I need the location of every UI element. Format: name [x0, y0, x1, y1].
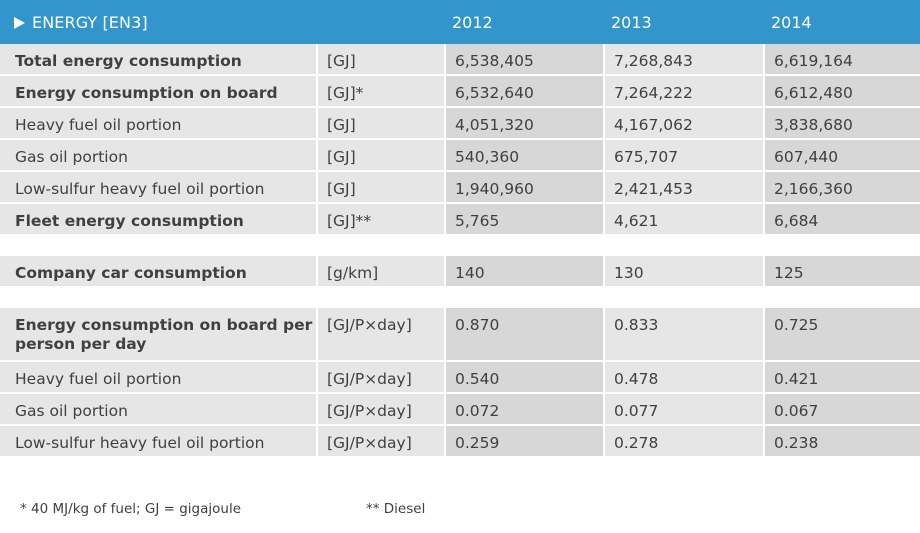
row-unit: [GJ/P×day] [316, 362, 444, 394]
footnote-diesel: ** Diesel [366, 501, 426, 517]
table-title: ENERGY [EN3] [0, 0, 444, 44]
table-row: Heavy fuel oil portion [GJ/P×day] 0.540 0.4… [0, 362, 920, 394]
value-cell-2013: 0.478 [603, 362, 763, 394]
value-cell-2012: 6,538,405 [444, 44, 603, 76]
value-cell-2013: 4,167,062 [603, 108, 763, 140]
row-label: Low-sulfur heavy fuel oil portion [0, 172, 316, 204]
row-unit: [GJ] [316, 44, 444, 76]
spacer-cell [0, 288, 920, 308]
row-label: Total energy consumption [0, 44, 316, 76]
value-cell-2012: 140 [444, 256, 603, 288]
row-label: Heavy fuel oil portion [0, 108, 316, 140]
row-label: Heavy fuel oil portion [0, 362, 316, 394]
value-cell-2012: 5,765 [444, 204, 603, 236]
row-unit: [GJ/P×day] [316, 426, 444, 458]
row-label: Low-sulfur heavy fuel oil portion [0, 426, 316, 458]
row-unit: [GJ/P×day] [316, 394, 444, 426]
table-body: Total energy consumption [GJ] 6,538,405 7,2… [0, 44, 920, 458]
row-label: Company car consumption [0, 256, 316, 288]
value-cell-2014: 2,166,360 [763, 172, 920, 204]
row-label: Energy consumption on board per person p… [0, 308, 316, 362]
value-cell-2014: 125 [763, 256, 920, 288]
value-cell-2014: 6,612,480 [763, 76, 920, 108]
row-label: Gas oil portion [0, 140, 316, 172]
value-cell-2014: 0.238 [763, 426, 920, 458]
value-cell-2014: 0.067 [763, 394, 920, 426]
value-cell-2013: 130 [603, 256, 763, 288]
row-unit: [g/km] [316, 256, 444, 288]
value-cell-2012: 540,360 [444, 140, 603, 172]
row-unit: [GJ] [316, 172, 444, 204]
value-cell-2013: 7,264,222 [603, 76, 763, 108]
row-unit: [GJ] [316, 108, 444, 140]
footnotes: * 40 MJ/kg of fuel; GJ = gigajoule ** Di… [20, 501, 425, 517]
value-cell-2013: 0.077 [603, 394, 763, 426]
table-row: Low-sulfur heavy fuel oil portion [GJ] 1,9… [0, 172, 920, 204]
value-cell-2012: 0.072 [444, 394, 603, 426]
value-cell-2013: 675,707 [603, 140, 763, 172]
value-cell-2014: 6,684 [763, 204, 920, 236]
table-row: Company car consumption [g/km] 140 130 125 [0, 256, 920, 288]
table-row: Total energy consumption [GJ] 6,538,405 7,2… [0, 44, 920, 76]
row-unit: [GJ]* [316, 76, 444, 108]
value-cell-2014: 0.725 [763, 308, 920, 362]
table-row: Gas oil portion [GJ] 540,360 675,707 607,440 [0, 140, 920, 172]
value-cell-2012: 6,532,640 [444, 76, 603, 108]
table-header: ENERGY [EN3] 2012 2013 2014 [0, 0, 920, 44]
row-unit: [GJ/P×day] [316, 308, 444, 362]
value-cell-2014: 3,838,680 [763, 108, 920, 140]
spacer-cell [0, 236, 920, 256]
value-cell-2014: 6,619,164 [763, 44, 920, 76]
value-cell-2012: 0.259 [444, 426, 603, 458]
table-title-text: ENERGY [EN3] [32, 12, 148, 32]
row-label: Energy consumption on board [0, 76, 316, 108]
value-cell-2014: 0.421 [763, 362, 920, 394]
table-row: Energy consumption on board [GJ]* 6,532,64… [0, 76, 920, 108]
value-cell-2012: 0.540 [444, 362, 603, 394]
value-cell-2013: 0.278 [603, 426, 763, 458]
group-spacer [0, 236, 920, 256]
row-unit: [GJ] [316, 140, 444, 172]
value-cell-2013: 0.833 [603, 308, 763, 362]
play-arrow-icon [14, 16, 25, 29]
group-spacer [0, 288, 920, 308]
year-header-2014: 2014 [763, 0, 920, 44]
value-cell-2012: 0.870 [444, 308, 603, 362]
year-header-2013: 2013 [603, 0, 763, 44]
row-label: Fleet energy consumption [0, 204, 316, 236]
row-label: Gas oil portion [0, 394, 316, 426]
table-row: Energy consumption on board per person p… [0, 308, 920, 362]
footnote-fuel: * 40 MJ/kg of fuel; GJ = gigajoule [20, 501, 241, 517]
table-row: Fleet energy consumption [GJ]** 5,765 4,621… [0, 204, 920, 236]
value-cell-2012: 4,051,320 [444, 108, 603, 140]
value-cell-2013: 2,421,453 [603, 172, 763, 204]
value-cell-2014: 607,440 [763, 140, 920, 172]
year-header-2012: 2012 [444, 0, 603, 44]
table-row: Gas oil portion [GJ/P×day] 0.072 0.077 0.067 [0, 394, 920, 426]
value-cell-2013: 4,621 [603, 204, 763, 236]
energy-table: ENERGY [EN3] 2012 2013 2014 Total energy… [0, 0, 920, 458]
table-row: Low-sulfur heavy fuel oil portion [GJ/P×d… [0, 426, 920, 458]
table-row: Heavy fuel oil portion [GJ] 4,051,320 4,167… [0, 108, 920, 140]
row-unit: [GJ]** [316, 204, 444, 236]
value-cell-2013: 7,268,843 [603, 44, 763, 76]
value-cell-2012: 1,940,960 [444, 172, 603, 204]
